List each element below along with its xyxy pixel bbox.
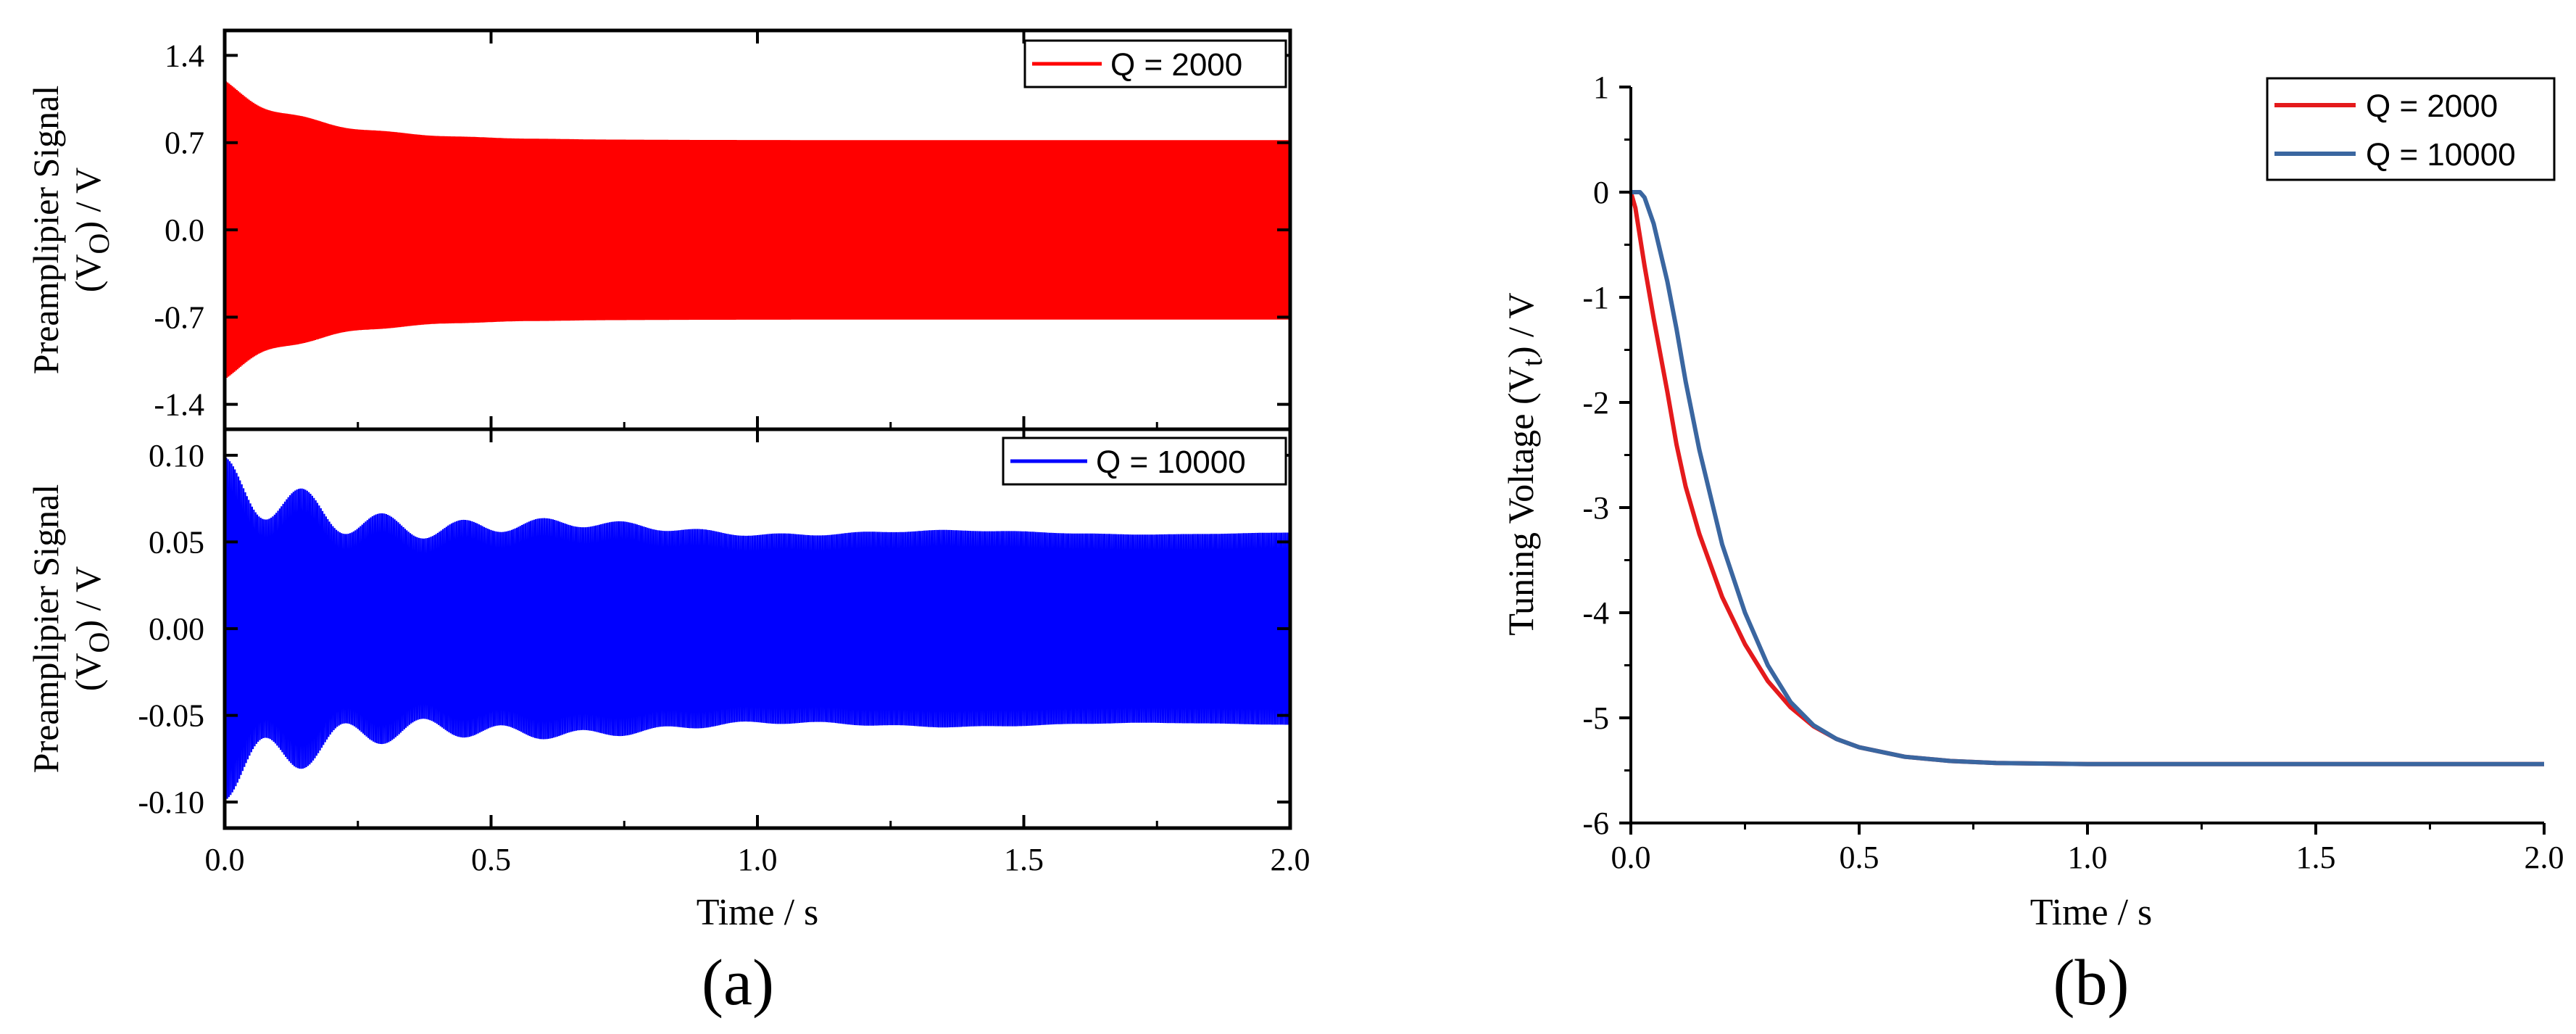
ylabel-prefix: (V [67, 254, 108, 292]
x-axis-label-a: Time / s [697, 892, 819, 933]
y-tick-label: -5 [1582, 700, 1609, 736]
legend-label-q10000: Q = 10000 [2366, 137, 2516, 173]
x-tick-label: 1.5 [1004, 842, 1044, 877]
panel-label-b: (b) [2053, 947, 2130, 1019]
ticks-a-bottom: 0.10 0.05 0.00 -0.05 -0.100.0 0.5 1.0 1.5 2.0 [138, 429, 1310, 877]
x-tick-label: 0.0 [205, 842, 245, 877]
ylabel-sub: t [1516, 358, 1548, 366]
y-tick-label: 0.0 [165, 212, 204, 248]
x-tick-label: 0.5 [1840, 840, 1879, 875]
ylabel-suffix: ) / V [1500, 292, 1541, 358]
x-tick-label: 2.0 [1271, 842, 1310, 877]
legend-a-bottom: Q = 10000 [1002, 437, 1287, 486]
plot-area-a-top [223, 80, 1292, 379]
ylabel-prefix: (V [67, 653, 108, 691]
legend-box [2266, 77, 2556, 181]
y-tick-label: -0.10 [138, 785, 204, 820]
y-tick-label: 0.00 [149, 611, 204, 647]
y-tick-label: 1 [1593, 70, 1609, 105]
x-tick-label: 0.5 [471, 842, 511, 877]
ylabel-line-1: Preamplipier Signal [25, 86, 66, 375]
plot-area-b [1629, 190, 2544, 766]
y-tick-label: 1.4 [165, 38, 204, 73]
y-tick-label: 0 [1593, 175, 1609, 210]
x-tick-label: 0.0 [1611, 840, 1651, 875]
ylabel-line-2: (VO) / V [67, 167, 115, 292]
plot-area-a-bottom [223, 457, 1292, 801]
panel-b: 1 0 -1 -2 -3 -4 -5 -60.0 0.5 1.0 1.5 2.0 Q = 2000 Q… [1500, 70, 2564, 933]
ylabel-sub: O [83, 233, 115, 255]
y-tick-label: -6 [1582, 806, 1609, 841]
panel-a-top: 1.4 0.7 0.0 -0.7 -1.4 Q = 2000 Preamplipier … [25, 28, 1292, 431]
legend-label: Q = 2000 [1110, 47, 1242, 83]
y-axis-label-a-bottom: Preamplipier Signal (VO) / V [25, 484, 115, 774]
ticks-b: 1 0 -1 -2 -3 -4 -5 -60.0 0.5 1.0 1.5 2.0 [1582, 70, 2564, 875]
y-tick-label: 0.10 [149, 438, 204, 473]
y-tick-label: -2 [1582, 385, 1609, 421]
y-axis-label-b: Tuning Voltage (Vt) / V [1500, 292, 1548, 635]
legend-label: Q = 10000 [1096, 444, 1246, 480]
ylabel-line-2: (VO) / V [67, 566, 115, 691]
ylabel-suffix: ) / V [67, 167, 108, 233]
legend-a-top: Q = 2000 [1023, 39, 1287, 88]
panel-a-bottom: 0.10 0.05 0.00 -0.05 -0.100.0 0.5 1.0 1.5 2.0 Q … [25, 427, 1310, 933]
x-tick-label: 2.0 [2525, 840, 2564, 875]
y-tick-label: 0.05 [149, 524, 204, 560]
x-tick-label: 1.0 [738, 842, 778, 877]
series-q10000 [223, 457, 1292, 801]
x-axis-label-b: Time / s [2030, 892, 2153, 933]
series-q10000 [1631, 190, 2544, 766]
ylabel-sub: O [83, 632, 115, 653]
x-tick-label: 1.0 [2068, 840, 2108, 875]
panel-label-a: (a) [702, 947, 774, 1019]
ylabel-main: Tuning Voltage (V [1500, 366, 1541, 635]
y-tick-label: 0.7 [165, 125, 204, 161]
legend-label-q2000: Q = 2000 [2366, 88, 2498, 124]
ylabel-line-1: Preamplipier Signal [25, 484, 66, 774]
y-tick-label: -0.7 [154, 299, 204, 335]
x-tick-label: 1.5 [2296, 840, 2336, 875]
ylabel-suffix: ) / V [67, 566, 108, 632]
y-tick-label: -4 [1582, 595, 1609, 631]
y-tick-label: -0.05 [138, 698, 204, 734]
series-q2000 [1629, 191, 2544, 766]
series-q2000 [223, 80, 1292, 379]
y-tick-label: -1 [1582, 280, 1609, 315]
ticks-a-top: 1.4 0.7 0.0 -0.7 -1.4 [154, 30, 1292, 429]
y-tick-label: -3 [1582, 490, 1609, 526]
y-tick-label: -1.4 [154, 387, 204, 423]
y-axis-label-a-top: Preamplipier Signal (VO) / V [25, 86, 115, 375]
legend-b: Q = 2000 Q = 10000 [2266, 77, 2556, 181]
